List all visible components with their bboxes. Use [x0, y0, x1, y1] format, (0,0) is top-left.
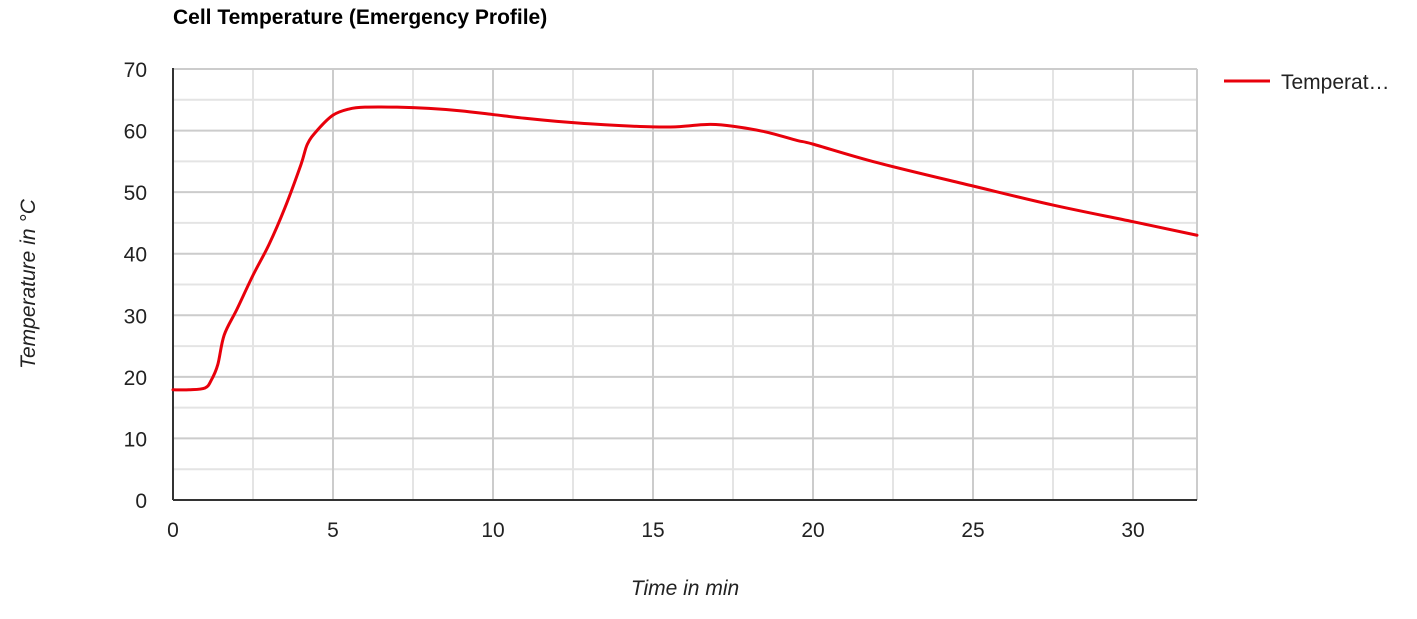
x-tick-label: 25 — [961, 519, 984, 542]
y-tick-label: 20 — [124, 367, 147, 390]
x-tick-label: 15 — [641, 519, 664, 542]
x-tick-label: 20 — [801, 519, 824, 542]
y-tick-label: 10 — [124, 428, 147, 451]
x-tick-label: 30 — [1121, 519, 1144, 542]
y-tick-label: 70 — [124, 59, 147, 82]
major-gridlines — [173, 68, 1198, 500]
legend[interactable]: Temperat… — [1224, 71, 1390, 94]
chart-title: Cell Temperature (Emergency Profile) — [173, 6, 547, 29]
y-tick-label: 0 — [135, 490, 147, 513]
x-tick-label: 5 — [327, 519, 339, 542]
y-axis-title: Temperature in °C — [17, 198, 40, 369]
y-tick-labels: 0 10 20 30 40 50 60 70 — [124, 59, 147, 513]
y-tick-label: 50 — [124, 182, 147, 205]
series-temperature-line — [171, 105, 1199, 392]
x-tick-label: 0 — [167, 519, 179, 542]
legend-label: Temperat… — [1281, 71, 1390, 94]
minor-gridlines — [173, 69, 1197, 500]
x-tick-labels: 0 5 10 15 20 25 30 — [167, 519, 1145, 542]
y-tick-label: 30 — [124, 305, 147, 328]
y-tick-label: 40 — [124, 244, 147, 267]
x-tick-label: 10 — [481, 519, 504, 542]
x-axis-title: Time in min — [631, 577, 739, 600]
y-tick-label: 60 — [124, 121, 147, 144]
